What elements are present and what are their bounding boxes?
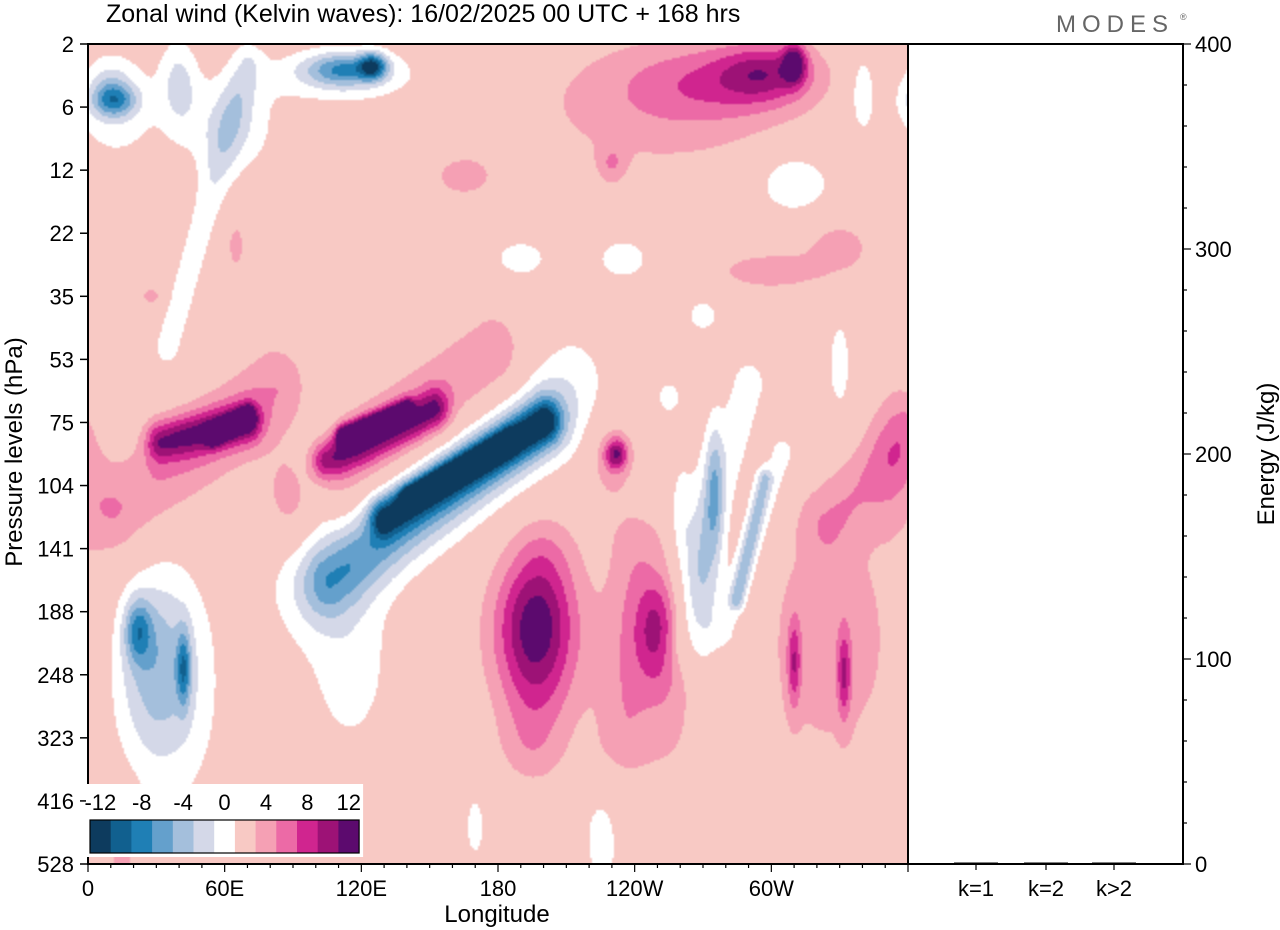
y-tick-label: 248 (37, 663, 74, 688)
chart-title: Zonal wind (Kelvin waves): 16/02/2025 00… (106, 0, 740, 28)
y-tick-label: 188 (37, 600, 74, 625)
y-tick-label: 141 (37, 537, 74, 562)
energy-tick-label: 300 (1195, 237, 1232, 262)
energy-axis-label: Energy (J/kg) (1253, 383, 1280, 526)
x-tick-label: 60E (205, 876, 244, 901)
colorbar-label: 12 (337, 790, 361, 815)
energy-panel: 0 100 200 300 400 k=1 k=2 k>2 (907, 32, 1232, 901)
y-tick-label: 323 (37, 726, 74, 751)
colorbar-swatch (172, 820, 194, 853)
y-tick-label: 528 (37, 852, 74, 877)
energy-category-label: k=1 (958, 876, 994, 901)
y-axis-label: Pressure levels (hPa) (1, 337, 28, 566)
colorbar-swatch (317, 820, 339, 853)
colorbar-swatch (338, 820, 360, 853)
modes-logo: MODES (1056, 11, 1174, 38)
colorbar-swatch (193, 820, 215, 853)
longitude-axis: 0 60E 120E 180 120W 60W (82, 864, 909, 901)
colorbar-swatch (255, 820, 277, 853)
colorbar-label: 0 (218, 790, 230, 815)
x-tick-label: 60W (749, 876, 794, 901)
y-tick-label: 35 (50, 284, 74, 309)
y-tick-label: 22 (50, 221, 74, 246)
x-tick-label: 180 (480, 876, 517, 901)
colorbar: -12 -8 -4 0 4 8 12 (84, 784, 364, 857)
registered-mark: ® (1180, 12, 1187, 22)
x-tick-label: 120W (606, 876, 664, 901)
colorbar-swatch (297, 820, 319, 853)
x-axis-label: Longitude (444, 901, 549, 928)
x-tick-label: 120E (336, 876, 387, 901)
colorbar-label: 8 (301, 790, 313, 815)
energy-tick-label: 0 (1195, 852, 1207, 877)
y-tick-label: 6 (62, 95, 74, 120)
pressure-axis: 2 6 12 22 35 53 75 104 141 188 248 323 416 528 (37, 32, 88, 877)
colorbar-swatch (214, 820, 236, 853)
energy-frame (907, 43, 1184, 865)
wind-field (88, 44, 908, 864)
energy-tick-label: 400 (1195, 32, 1232, 57)
energy-bar (954, 862, 998, 864)
y-tick-label: 12 (50, 158, 74, 183)
energy-tick-label: 100 (1195, 647, 1232, 672)
colorbar-label: 4 (260, 790, 272, 815)
colorbar-label: -12 (84, 790, 116, 815)
y-tick-label: 104 (37, 474, 74, 499)
y-tick-label: 75 (50, 410, 74, 435)
y-tick-label: 2 (62, 32, 74, 57)
y-tick-label: 53 (50, 347, 74, 372)
energy-category-label: k=2 (1028, 876, 1064, 901)
energy-tick-label: 200 (1195, 442, 1232, 467)
colorbar-swatch (131, 820, 153, 853)
colorbar-swatch (90, 820, 112, 853)
energy-bar (1092, 862, 1136, 864)
colorbar-swatch (234, 820, 256, 853)
colorbar-swatch (110, 820, 132, 853)
energy-bar (1024, 862, 1068, 864)
hovmoller-plot (87, 43, 909, 865)
colorbar-swatch (152, 820, 174, 853)
colorbar-label: -4 (173, 790, 193, 815)
x-tick-label: 0 (82, 876, 94, 901)
colorbar-label: -8 (132, 790, 152, 815)
energy-category-label: k>2 (1096, 876, 1132, 901)
colorbar-frame (89, 819, 360, 854)
y-tick-label: 416 (37, 789, 74, 814)
colorbar-swatch (276, 820, 298, 853)
